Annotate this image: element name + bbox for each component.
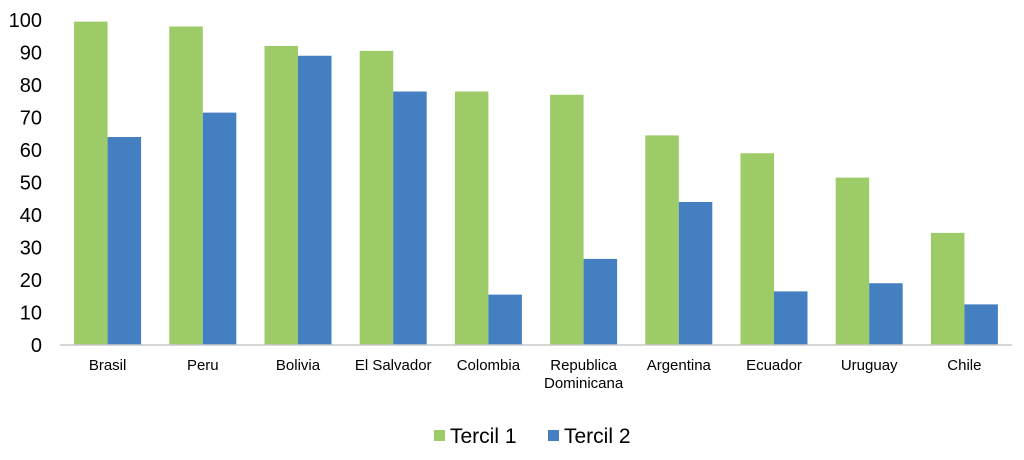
x-category-label: Peru bbox=[187, 357, 219, 374]
x-category-label: Bolivia bbox=[276, 357, 321, 374]
bar-tercil-1 bbox=[169, 26, 203, 345]
bar-tercil-1 bbox=[454, 91, 489, 345]
y-tick-label: 10 bbox=[20, 303, 42, 325]
x-category-label: El Salvador bbox=[355, 357, 432, 374]
x-category-label: Argentina bbox=[647, 357, 712, 374]
y-tick-label: 20 bbox=[20, 270, 42, 292]
bar-tercil-2 bbox=[583, 258, 618, 345]
bars bbox=[74, 21, 998, 345]
x-category-label: Ecuador bbox=[746, 357, 802, 374]
bar-tercil-2 bbox=[964, 304, 998, 345]
y-tick-label: 0 bbox=[31, 335, 42, 357]
legend-label: Tercil 1 bbox=[450, 425, 517, 448]
y-tick-label: 80 bbox=[20, 75, 42, 97]
bar-tercil-1 bbox=[835, 177, 870, 345]
bar-tercil-2 bbox=[393, 91, 427, 345]
bar-tercil-2 bbox=[298, 55, 332, 345]
y-tick-label: 30 bbox=[20, 238, 42, 260]
bar-tercil-1 bbox=[930, 232, 965, 345]
y-tick-label: 100 bbox=[9, 10, 42, 32]
y-tick-label: 70 bbox=[20, 108, 42, 130]
y-tick-label: 90 bbox=[20, 43, 42, 65]
x-category-label: Colombia bbox=[457, 357, 521, 374]
y-tick-label: 50 bbox=[20, 173, 42, 195]
legend-label: Tercil 2 bbox=[564, 425, 631, 448]
bar-tercil-2 bbox=[869, 283, 903, 345]
bar-tercil-2 bbox=[488, 294, 522, 345]
bar-tercil-2 bbox=[678, 202, 713, 345]
y-tick-label: 40 bbox=[20, 205, 42, 227]
x-axis-labels: Brasil Peru Bolivia El Salvador Colombia Repu… bbox=[89, 357, 982, 392]
bar-tercil-2 bbox=[107, 137, 142, 345]
bar-tercil-1 bbox=[645, 135, 679, 345]
legend-swatch bbox=[548, 430, 559, 441]
bar-tercil-1 bbox=[550, 94, 584, 345]
x-category-label: Brasil bbox=[89, 357, 127, 374]
legend-swatch bbox=[434, 430, 445, 441]
legend: Tercil 1 Tercil 2 bbox=[434, 425, 631, 448]
bar-tercil-1 bbox=[740, 153, 774, 345]
bar-tercil-1 bbox=[359, 50, 394, 345]
y-tick-label: 60 bbox=[20, 140, 42, 162]
bar-tercil-2 bbox=[202, 112, 237, 345]
x-category-label: Republica bbox=[550, 357, 617, 374]
bar-tercil-2 bbox=[774, 291, 808, 345]
bar-tercil-1 bbox=[264, 46, 298, 345]
x-category-label: Dominicana bbox=[544, 375, 624, 392]
x-category-label: Chile bbox=[947, 357, 981, 374]
x-category-label: Uruguay bbox=[841, 357, 898, 374]
bar-tercil-1 bbox=[74, 21, 108, 345]
y-axis: 0 10 20 30 40 50 60 70 80 90 100 bbox=[9, 10, 42, 357]
